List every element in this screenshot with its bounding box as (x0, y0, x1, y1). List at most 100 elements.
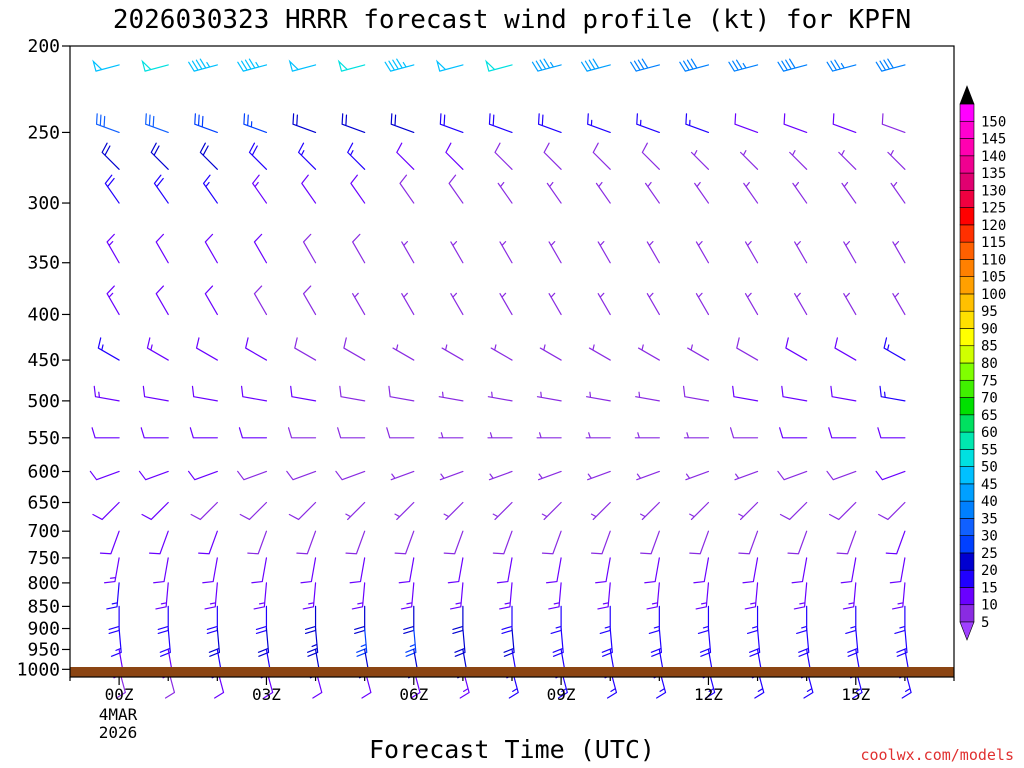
wind-barb (394, 530, 415, 555)
colorbar-cell (959, 362, 975, 381)
credit-text: coolwx.com/models (860, 746, 1014, 764)
wind-barb (892, 241, 906, 264)
wind-barb (636, 470, 660, 481)
wind-barb (840, 557, 857, 584)
wind-barb (685, 470, 710, 481)
wind-barb (497, 181, 513, 204)
wind-barb (536, 432, 562, 439)
wind-barb (401, 241, 415, 264)
wind-barb (294, 337, 317, 361)
x-tick-label: 15Z (841, 685, 870, 704)
wind-barb (845, 605, 857, 634)
colorbar-label: 140 (981, 149, 1006, 165)
wind-barb (191, 385, 218, 402)
wind-barb (637, 344, 660, 361)
wind-barb (499, 582, 513, 610)
x-date-label-month: 4MAR (99, 705, 138, 724)
colorbar-cell (959, 500, 975, 519)
wind-barb (141, 501, 169, 521)
wind-barb (779, 427, 808, 439)
x-tick-label: 12Z (694, 685, 723, 704)
wind-barb (635, 391, 660, 402)
wind-barb (646, 292, 660, 316)
wind-barb (639, 501, 660, 521)
colorbar-label: 130 (981, 183, 1006, 199)
colorbar-cell (959, 414, 975, 433)
colorbar-label: 95 (981, 304, 998, 320)
wind-barb (145, 113, 169, 134)
wind-barb (890, 181, 906, 204)
colorbar-label: 120 (981, 218, 1006, 234)
x-tick-label: 09Z (547, 685, 576, 704)
wind-barb (791, 557, 808, 584)
colorbar-cell (959, 259, 975, 277)
wind-barb (826, 59, 857, 72)
wind-barb (843, 241, 857, 264)
wind-barb (682, 385, 710, 402)
colorbar-label: 70 (981, 391, 998, 407)
colorbar-label: 105 (981, 270, 1006, 286)
colorbar-label: 40 (981, 494, 998, 510)
wind-barb (347, 142, 366, 170)
colorbar-label: 115 (981, 235, 1006, 251)
wind-barb (496, 557, 513, 584)
wind-barb (585, 391, 611, 402)
wind-barb (439, 113, 464, 134)
colorbar-cell (959, 120, 975, 139)
wind-barb (826, 470, 857, 481)
wind-barb (728, 59, 759, 72)
wind-barb (157, 605, 169, 634)
wind-barb (103, 557, 120, 584)
wind-barb (783, 113, 808, 134)
wind-barb (695, 241, 710, 264)
wind-barb (736, 337, 759, 361)
wind-barb (194, 113, 218, 134)
wind-barb (843, 292, 857, 316)
wind-barb (93, 385, 120, 402)
wind-barb (488, 113, 513, 134)
wind-barb (441, 344, 464, 361)
wind-barb (595, 181, 611, 204)
x-axis-title: Forecast Time (UTC) (369, 735, 655, 764)
wind-barb (304, 605, 317, 634)
wind-barb (687, 344, 710, 361)
wind-barb (297, 142, 317, 170)
wind-barb (106, 233, 120, 264)
wind-barb (202, 557, 218, 584)
wind-barb (640, 530, 660, 555)
colorbar-cell (959, 207, 975, 226)
x-axis: 00Z 03Z 06Z 09Z 12Z 15Z (69, 677, 955, 704)
wind-barb (155, 582, 169, 610)
wind-barb (392, 344, 415, 361)
wind-barb (108, 605, 120, 634)
wind-barb (195, 337, 218, 361)
colorbar-label: 45 (981, 477, 998, 493)
wind-barb (541, 501, 562, 521)
wind-barb (587, 113, 611, 134)
wind-barb (779, 501, 808, 521)
x-date-label-year: 2026 (99, 723, 138, 742)
y-tick-label: 450 (27, 350, 60, 371)
wind-barb (237, 58, 268, 72)
wind-barb (384, 58, 415, 72)
wind-barb (588, 344, 611, 361)
wind-barb (296, 530, 317, 555)
wind-barb (789, 149, 808, 170)
wind-barb (443, 501, 464, 521)
wind-barb (536, 391, 562, 402)
colorbar-label: 60 (981, 425, 998, 441)
wind-barb (452, 605, 464, 634)
colorbar-label: 15 (981, 580, 998, 596)
wind-barb (841, 181, 857, 204)
wind-barb (683, 432, 710, 439)
wind-barb (450, 241, 464, 264)
wind-barb (781, 385, 808, 402)
wind-barb (531, 58, 562, 72)
wind-barb (885, 530, 906, 555)
wind-barb (832, 113, 857, 134)
wind-barb (697, 605, 710, 634)
wind-barb (842, 582, 857, 610)
wind-barb (550, 605, 562, 634)
wind-barb (744, 292, 759, 316)
